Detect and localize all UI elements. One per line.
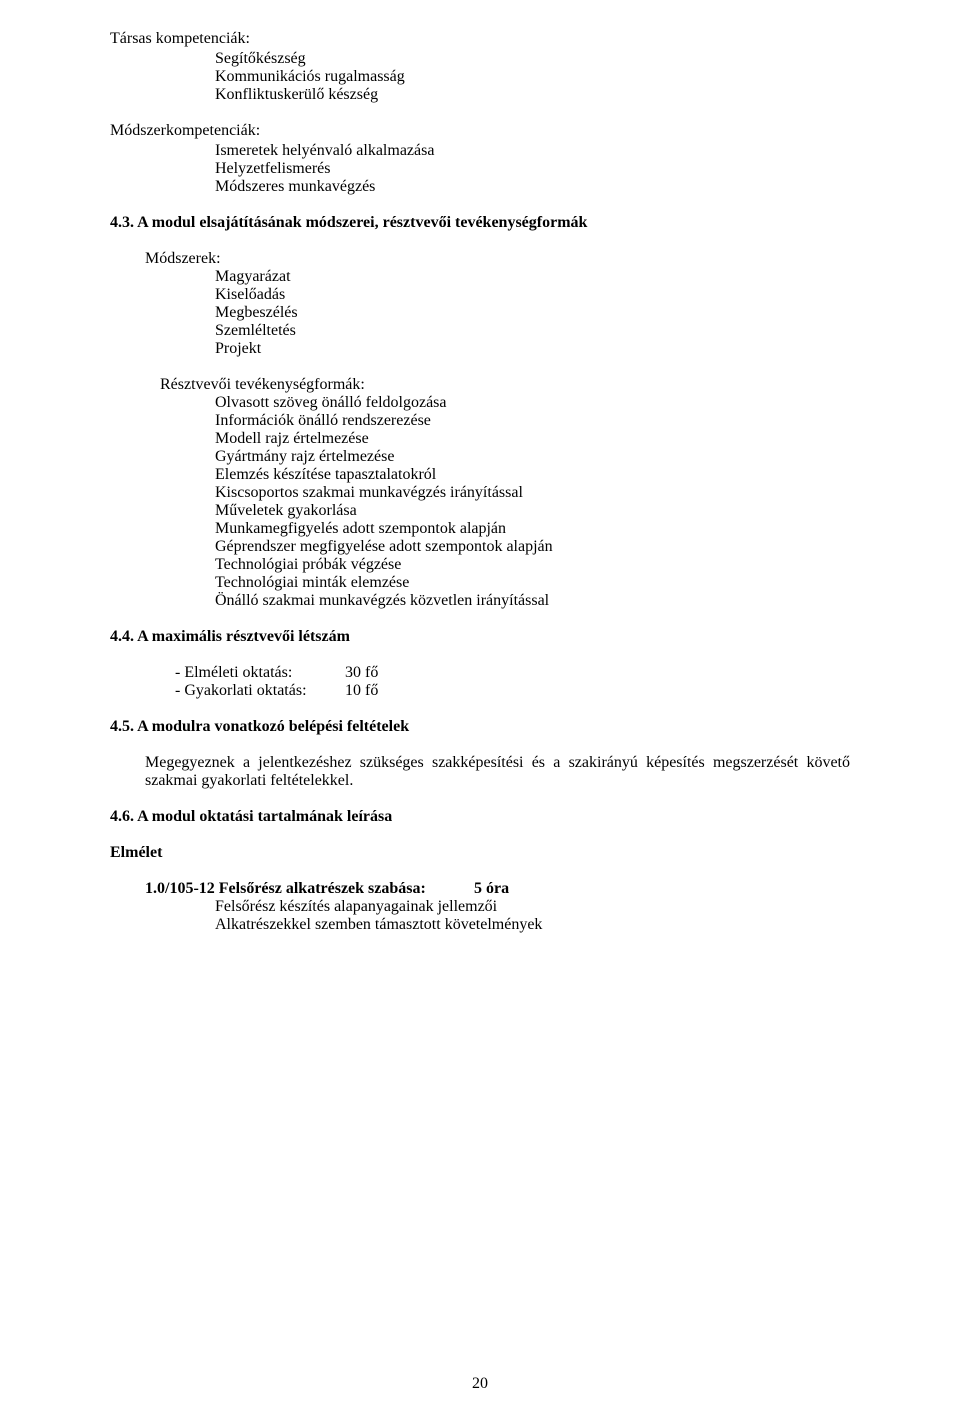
- letszam-elm-value: 30 fő: [345, 664, 378, 682]
- tarsas-item: Segítőkészség: [215, 50, 850, 68]
- resztvevoi-item: Gyártmány rajz értelmezése: [215, 448, 850, 466]
- modszerkomp-item: Ismeretek helyénvaló alkalmazása: [215, 142, 850, 160]
- resztvevoi-item: Elemzés készítése tapasztalatokról: [215, 466, 850, 484]
- modszerkomp-item: Módszeres munkavégzés: [215, 178, 850, 196]
- modszerek-item: Kiselőadás: [215, 286, 850, 304]
- heading-4-6: 4.6. A modul oktatási tartalmának leírás…: [110, 808, 850, 826]
- letszam-row: - Gyakorlati oktatás: 10 fő: [175, 682, 850, 700]
- topic-hours: 5 óra: [474, 880, 509, 897]
- resztvevoi-item: Olvasott szöveg önálló feldolgozása: [215, 394, 850, 412]
- modszerkomp-item: Helyzetfelismerés: [215, 160, 850, 178]
- resztvevoi-item: Kiscsoportos szakmai munkavégzés irányít…: [215, 484, 850, 502]
- resztvevoi-item: Technológiai próbák végzése: [215, 556, 850, 574]
- tarsas-block: Társas kompetenciák: Segítőkészség Kommu…: [110, 30, 850, 104]
- modszerkomp-block: Módszerkompetenciák: Ismeretek helyénval…: [110, 122, 850, 196]
- modszerek-item: Szemléltetés: [215, 322, 850, 340]
- modszerek-item: Megbeszélés: [215, 304, 850, 322]
- modszerkomp-heading: Módszerkompetenciák:: [110, 122, 850, 140]
- topic-item: Felsőrész készítés alapanyagainak jellem…: [215, 898, 850, 916]
- modszerek-label: Módszerek:: [145, 250, 850, 268]
- letszam-elm-label: - Elméleti oktatás:: [175, 664, 345, 682]
- page-number: 20: [0, 1375, 960, 1393]
- resztvevoi-item: Önálló szakmai munkavégzés közvetlen irá…: [215, 592, 850, 610]
- letszam-gyak-value: 10 fő: [345, 682, 378, 700]
- modszerek-block: Módszerek: Magyarázat Kiselőadás Megbesz…: [110, 250, 850, 358]
- elmelet-heading: Elmélet: [110, 844, 850, 862]
- resztvevoi-item: Géprendszer megfigyelése adott szemponto…: [215, 538, 850, 556]
- tarsas-item: Konfliktuskerülő készség: [215, 86, 850, 104]
- page: Társas kompetenciák: Segítőkészség Kommu…: [0, 0, 960, 1413]
- topic-code: 1.0/105-12 Felsőrész alkatrészek szabása…: [145, 880, 470, 898]
- resztvevoi-item: Információk önálló rendszerezése: [215, 412, 850, 430]
- resztvevoi-label: Résztvevői tevékenységformák:: [160, 376, 850, 394]
- topic-block: 1.0/105-12 Felsőrész alkatrészek szabása…: [110, 880, 850, 934]
- resztvevoi-item: Munkamegfigyelés adott szempontok alapjá…: [215, 520, 850, 538]
- resztvevoi-item: Műveletek gyakorlása: [215, 502, 850, 520]
- heading-4-4: 4.4. A maximális résztvevői létszám: [110, 628, 850, 646]
- heading-4-3: 4.3. A modul elsajátításának módszerei, …: [110, 214, 850, 232]
- letszam-row: - Elméleti oktatás: 30 fő: [175, 664, 850, 682]
- modszerek-item: Magyarázat: [215, 268, 850, 286]
- heading-4-5: 4.5. A modulra vonatkozó belépési feltét…: [110, 718, 850, 736]
- topic-item: Alkatrészekkel szemben támasztott követe…: [215, 916, 850, 934]
- resztvevoi-block: Résztvevői tevékenységformák: Olvasott s…: [110, 376, 850, 610]
- tarsas-item: Kommunikációs rugalmasság: [215, 68, 850, 86]
- resztvevoi-item: Modell rajz értelmezése: [215, 430, 850, 448]
- letszam-block: - Elméleti oktatás: 30 fő - Gyakorlati o…: [175, 664, 850, 700]
- p-4-5: Megegyeznek a jelentkezéshez szükséges s…: [145, 754, 850, 790]
- letszam-gyak-label: - Gyakorlati oktatás:: [175, 682, 345, 700]
- modszerek-item: Projekt: [215, 340, 850, 358]
- tarsas-heading: Társas kompetenciák:: [110, 30, 850, 48]
- topic-row: 1.0/105-12 Felsőrész alkatrészek szabása…: [145, 880, 850, 898]
- resztvevoi-item: Technológiai minták elemzése: [215, 574, 850, 592]
